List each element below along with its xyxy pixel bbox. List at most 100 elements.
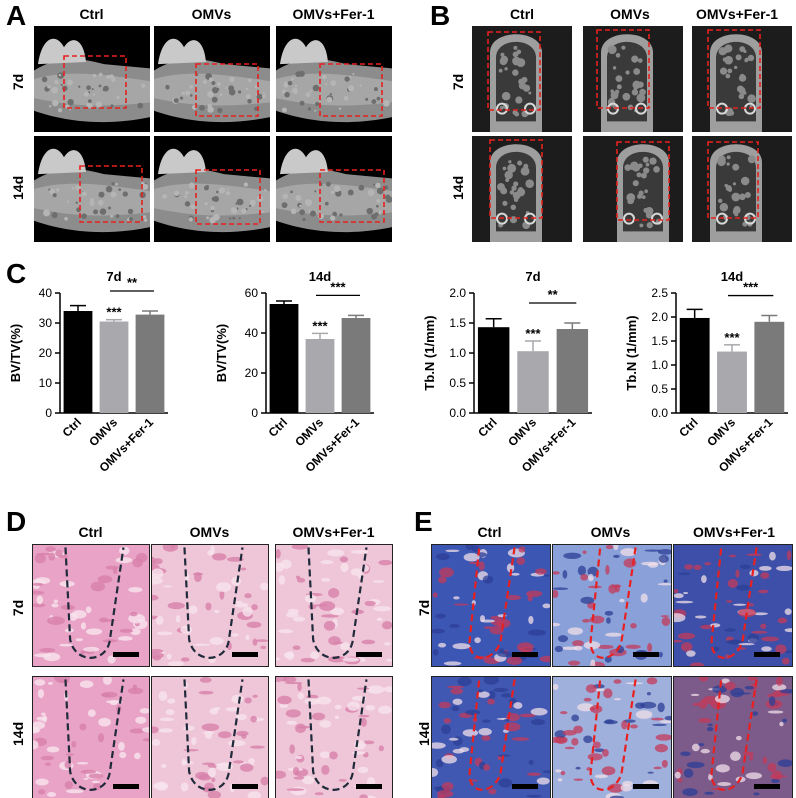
micro-ct-section-image xyxy=(472,26,572,132)
x-tick-label: OMVs xyxy=(292,415,326,449)
panel-d-col-ctrl: Ctrl xyxy=(78,524,103,540)
micro-ct-3d-image xyxy=(276,26,392,132)
bar xyxy=(63,311,93,413)
scale-bar xyxy=(356,652,382,657)
micro-ct-3d-image xyxy=(276,136,392,242)
panel-b-row-14d: 14d xyxy=(450,175,466,200)
panel-d-row-7d: 7d xyxy=(10,599,26,617)
x-tick-label: Ctrl xyxy=(676,415,701,440)
y-axis-label: BV/TV(%) xyxy=(214,324,229,383)
x-tick-label: Ctrl xyxy=(60,415,85,440)
bar xyxy=(135,314,165,413)
micro-ct-section-image xyxy=(692,136,792,242)
panel-label-c: C xyxy=(6,258,27,289)
panel-a-col-fer1: OMVs+Fer-1 xyxy=(292,6,375,22)
y-tick-label: 40 xyxy=(39,286,53,300)
y-axis-label: Tb.N (1/mm) xyxy=(624,315,639,390)
bar xyxy=(517,351,549,413)
scale-bar xyxy=(633,652,659,657)
significance-star: ** xyxy=(127,275,138,290)
x-tick-label: Ctrl xyxy=(475,415,500,440)
he-stain-image xyxy=(32,676,150,798)
y-tick-label: 1.0 xyxy=(651,358,668,372)
masson-outline xyxy=(468,679,516,791)
y-tick-label: 20 xyxy=(245,366,259,380)
y-tick-label: 10 xyxy=(39,376,53,390)
scale-bar xyxy=(754,784,780,789)
chart-title: 7d xyxy=(106,269,121,284)
panel-b-col-omvs: OMVs xyxy=(610,6,650,22)
panel-e-col-ctrl: Ctrl xyxy=(477,524,502,540)
panel-label-e: E xyxy=(414,506,433,537)
he-stain-image xyxy=(151,544,269,667)
masson-stain-image xyxy=(673,676,793,798)
micro-ct-3d-image xyxy=(34,136,150,242)
panel-d-col-omvs: OMVs xyxy=(189,524,230,540)
bar-chart-3: 7d0.00.51.01.52.0Tb.N (1/mm)Ctrl OMVsOMVs… xyxy=(422,269,592,475)
panel-d-row-14d: 14d xyxy=(10,721,26,746)
y-tick-label: 0.5 xyxy=(651,382,668,396)
significance-star: *** xyxy=(106,305,122,320)
panel-d-col-fer1: OMVs+Fer-1 xyxy=(292,524,375,540)
bar-chart-4: 14d 0.0 0.5 1.0 1.5 2.0 2.5 Tb.N (1/mm) Ctrl OMVs… xyxy=(624,269,788,475)
panel-label-a: A xyxy=(6,0,27,31)
y-axis-label: Tb.N (1/mm) xyxy=(422,315,437,390)
y-tick-label: 60 xyxy=(245,286,259,300)
he-stain-image xyxy=(32,544,150,667)
panel-a-row-14d: 14d xyxy=(10,175,26,200)
panel-e-col-omvs: OMVs xyxy=(590,524,631,540)
scale-bar xyxy=(512,652,538,657)
chart-title: 14d xyxy=(309,269,331,284)
masson-outline xyxy=(589,679,637,791)
masson-stain-image xyxy=(673,544,793,667)
significance-star: *** xyxy=(330,279,346,294)
scale-bar xyxy=(113,784,139,789)
bar xyxy=(754,321,785,413)
scale-bar xyxy=(754,652,780,657)
panel-a-col-omvs: OMVs xyxy=(191,6,232,22)
panel-e-col-fer1: OMVs+Fer-1 xyxy=(692,524,776,540)
panel-e-row-14d: 14d xyxy=(416,721,432,746)
micro-ct-3d-image xyxy=(154,136,270,242)
x-tick-label: Ctrl xyxy=(266,415,291,440)
bar xyxy=(305,339,335,413)
masson-stain-image xyxy=(431,544,551,667)
he-outline xyxy=(183,679,244,791)
he-outline xyxy=(64,547,125,659)
micro-ct-section-image xyxy=(692,26,792,132)
y-tick-label: 2.5 xyxy=(651,286,668,300)
he-outline xyxy=(64,679,125,791)
y-tick-label: 40 xyxy=(245,326,259,340)
bar xyxy=(717,351,747,413)
significance-star: *** xyxy=(312,318,328,333)
significance-star: *** xyxy=(525,326,541,341)
masson-stain-image xyxy=(552,676,672,798)
panel-b-col-ctrl: Ctrl xyxy=(509,6,535,22)
masson-outline xyxy=(710,679,758,791)
micro-ct-3d-image xyxy=(34,26,150,132)
y-tick-label: 1.5 xyxy=(449,316,466,330)
y-tick-label: 2.0 xyxy=(651,310,668,324)
he-stain-image xyxy=(151,676,269,798)
x-tick-label: OMVs xyxy=(704,415,738,449)
x-tick-label: OMVs xyxy=(505,415,539,449)
micro-ct-section-image xyxy=(583,26,683,132)
y-tick-label: 0 xyxy=(251,406,258,420)
significance-star: *** xyxy=(743,280,759,295)
y-tick-label: 1.0 xyxy=(449,346,466,360)
bar xyxy=(679,317,710,413)
panel-b-row-7d: 7d xyxy=(450,73,466,91)
panel-e-row-7d: 7d xyxy=(416,599,432,617)
he-outline xyxy=(307,679,368,791)
y-axis-label: BV/TV(%) xyxy=(8,324,23,383)
bar xyxy=(341,318,371,413)
scale-bar xyxy=(512,784,538,789)
he-stain-image xyxy=(275,676,393,798)
x-tick-label: OMVs xyxy=(86,415,120,449)
masson-stain-image xyxy=(552,544,672,667)
micro-ct-3d-image xyxy=(154,26,270,132)
y-tick-label: 30 xyxy=(39,316,53,330)
masson-outline xyxy=(710,547,758,659)
panel-b-col-fer1: OMVs+Fer-1 xyxy=(695,6,779,22)
